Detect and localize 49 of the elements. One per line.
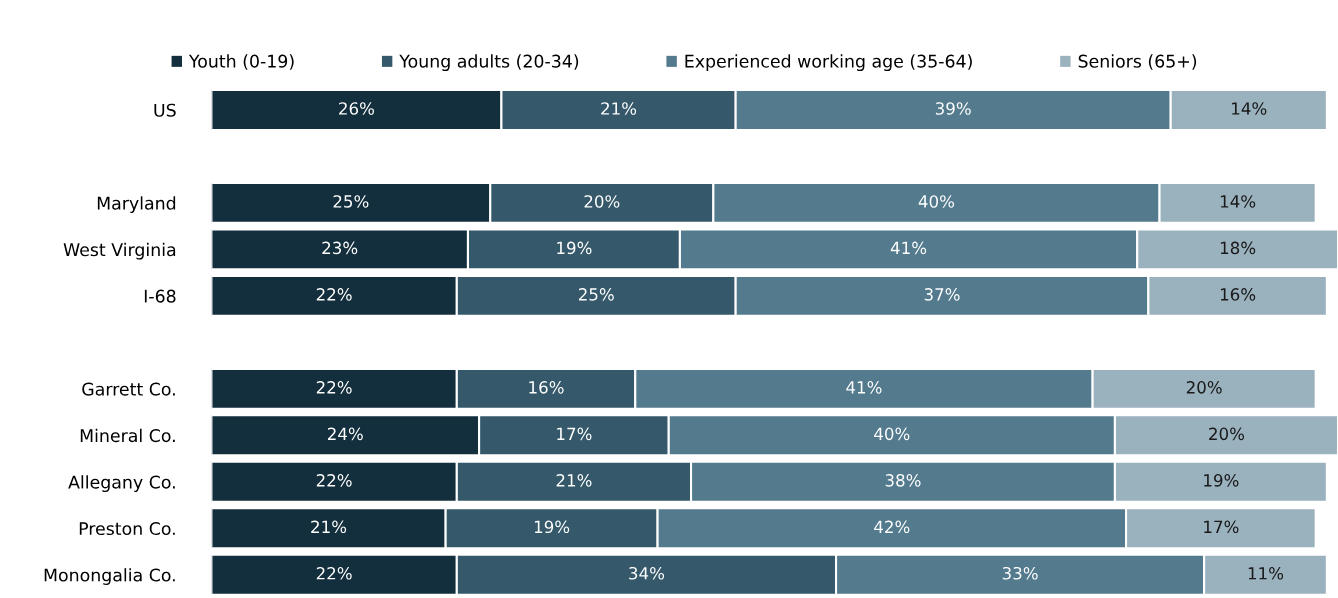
y-tick-label: Garrett Co. xyxy=(82,382,175,396)
data-label: 17% xyxy=(1204,520,1239,534)
data-label: 20% xyxy=(1209,427,1245,441)
data-label: 16% xyxy=(1220,288,1256,301)
y-tick-label: Preston Co. xyxy=(79,521,175,536)
data-label: 40% xyxy=(918,195,955,208)
data-label: 17% xyxy=(557,427,592,441)
y-tick-label: Mineral Co. xyxy=(80,428,175,443)
data-label: 19% xyxy=(557,241,592,255)
data-label: 19% xyxy=(1204,474,1239,487)
data-label: 22% xyxy=(316,566,352,580)
data-label: 18% xyxy=(1220,241,1256,255)
data-label: 38% xyxy=(885,474,921,487)
data-label: 41% xyxy=(846,381,882,394)
data-label: 20% xyxy=(1186,381,1222,394)
data-label: 20% xyxy=(584,195,620,208)
data-label: 42% xyxy=(874,520,910,534)
data-label: 37% xyxy=(924,288,960,301)
data-label: 24% xyxy=(327,427,363,441)
legend-label: Youth (0-19) xyxy=(188,54,294,70)
data-label: 21% xyxy=(601,102,637,115)
data-label: 25% xyxy=(578,288,614,301)
y-tick-label: Allegany Co. xyxy=(68,475,175,492)
data-label: 14% xyxy=(1220,195,1256,208)
data-label: 41% xyxy=(890,241,927,255)
y-tick-label: Maryland xyxy=(97,196,176,214)
data-label: 16% xyxy=(529,381,564,394)
legend-label: Seniors (65+) xyxy=(1078,54,1197,70)
y-tick-label: US xyxy=(154,103,176,117)
data-label: 21% xyxy=(556,474,592,487)
data-label: 19% xyxy=(534,520,570,534)
data-label: 33% xyxy=(1002,566,1038,580)
legend-label: Experienced working age (35-64) xyxy=(685,54,972,72)
y-tick-label: Monongalia Co. xyxy=(44,568,175,585)
legend-label: Young adults (20-34) xyxy=(399,54,579,72)
y-tick-label: I-68 xyxy=(144,289,176,303)
data-label: 34% xyxy=(629,566,665,580)
data-label: 14% xyxy=(1232,102,1267,115)
y-tick-label: West Virginia xyxy=(63,242,176,260)
data-label: 26% xyxy=(339,102,375,115)
data-label: 40% xyxy=(874,427,910,441)
data-label: 21% xyxy=(311,520,347,534)
data-label: 22% xyxy=(316,381,352,394)
data-label: 25% xyxy=(333,195,369,208)
data-label: 23% xyxy=(322,241,358,255)
data-label: 22% xyxy=(316,288,352,301)
data-label: 39% xyxy=(935,102,971,115)
data-label: 22% xyxy=(316,474,352,487)
data-label: 11% xyxy=(1248,566,1284,580)
